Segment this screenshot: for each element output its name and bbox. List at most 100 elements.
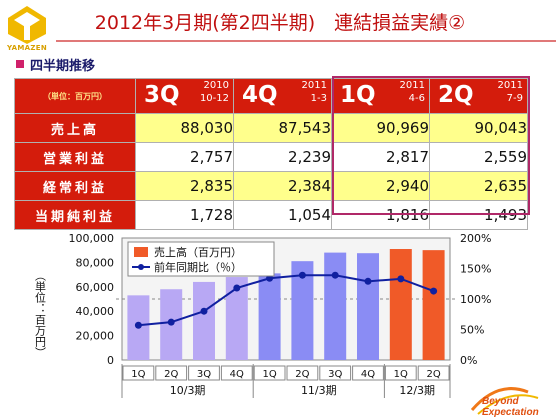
results-table: （単位：百万円） 3Q 2010 10-12 4Q 2011 1-3 1Q 20… [14, 78, 528, 230]
bar [291, 261, 314, 360]
category-box [188, 365, 220, 381]
beyond-expectation-logo-icon: Beyond Expectation [470, 387, 539, 418]
quarter-period: 10-12 [199, 93, 229, 104]
x-tick-label: 1Q [262, 369, 276, 380]
yoy-point [364, 277, 372, 285]
yoy-point [200, 307, 208, 315]
y-left-tick-label: 40,000 [76, 305, 115, 318]
row-label: 営業利益 [14, 142, 136, 172]
quarter-label: 4Q [242, 82, 278, 108]
table-cell: 2,239 [233, 142, 332, 172]
quarter-label: 1Q [340, 82, 376, 108]
row-label: 当期純利益 [14, 200, 136, 230]
quarter-year: 2011 [399, 80, 425, 91]
x-tick-label: 4Q [361, 369, 375, 380]
section-label: 四半期推移 [30, 59, 96, 74]
y-left-tick-label: 80,000 [76, 256, 115, 269]
yamazen-logo-icon [8, 6, 46, 44]
quarter-period: 7-9 [506, 93, 523, 104]
legend-label: 売上高（百万円） [154, 245, 242, 259]
yoy-point [430, 287, 438, 295]
x-tick-label: 1Q [394, 369, 408, 380]
column-header: 2Q 2011 7-9 [429, 78, 528, 114]
table-row-operating-profit: 営業利益 2,757 2,239 2,817 2,559 [14, 142, 528, 172]
table-cell: 1,816 [331, 200, 430, 230]
unit-label: （単位：百万円） [14, 78, 136, 114]
brand-line-1: Beyond [482, 396, 520, 407]
x-tick-label: 4Q [230, 369, 244, 380]
table-cell: 88,030 [135, 113, 234, 143]
yoy-point [298, 271, 306, 279]
row-label: 経常利益 [14, 171, 136, 201]
y-left-tick-label: 60,000 [76, 281, 115, 294]
x-group-label: 10/3期 [170, 384, 206, 397]
table-cell: 2,757 [135, 142, 234, 172]
y-right-tick-label: 200% [460, 232, 491, 245]
table-cell: 2,835 [135, 171, 234, 201]
x-group-label: 11/3期 [301, 384, 337, 397]
table-cell: 90,969 [331, 113, 430, 143]
category-box [155, 365, 188, 381]
table-cell: 87,543 [233, 113, 332, 143]
category-box [122, 365, 155, 381]
yoy-point [233, 284, 241, 292]
table-cell: 1,728 [135, 200, 234, 230]
category-box [286, 365, 319, 381]
bar [225, 277, 248, 360]
y-right-tick-label: 50% [460, 324, 484, 337]
yoy-line [138, 274, 434, 327]
y-left-tick-label: 0 [107, 354, 114, 367]
table-cell: 2,817 [331, 142, 430, 172]
y-right-tick-label: 0% [460, 354, 477, 367]
y-right-tick-label: 100% [460, 293, 491, 306]
category-box [384, 365, 417, 381]
quarter-period: 4-6 [408, 93, 425, 104]
bar [389, 249, 412, 360]
x-tick-label: 3Q [197, 369, 211, 380]
quarter-year: 2011 [497, 80, 523, 91]
category-box [220, 365, 253, 381]
yoy-point [134, 321, 142, 329]
quarter-year: 2010 [203, 80, 229, 91]
quarter-period: 1-3 [310, 93, 327, 104]
table-cell: 2,940 [331, 171, 430, 201]
y-right-tick-label: 150% [460, 263, 491, 276]
page-title: 2012年3月期(第2四半期) 連結損益実績② [94, 12, 466, 34]
table-cell: 1,054 [233, 200, 332, 230]
section-bullet-icon [16, 60, 24, 68]
column-header: 4Q 2011 1-3 [233, 78, 332, 114]
quarter-year: 2011 [301, 80, 327, 91]
title-divider [56, 40, 556, 42]
bar [357, 253, 379, 360]
y-left-tick-label: 20,000 [76, 330, 115, 343]
yoy-point [266, 274, 274, 282]
table-cell: 2,559 [429, 142, 528, 172]
sales-chart: 100,000 80,000 60,000 40,000 20,000 0 200% 150%… [34, 232, 491, 398]
table-row-ordinary-profit: 経常利益 2,835 2,384 2,940 2,635 [14, 171, 528, 201]
yoy-point [331, 271, 339, 279]
x-tick-label: 3Q [328, 369, 342, 380]
x-tick-label: 2Q [295, 369, 309, 380]
y-left-tick-label: 100,000 [69, 232, 115, 245]
bar [258, 273, 281, 360]
x-tick-label: 2Q [426, 369, 440, 380]
table-header-row: （単位：百万円） 3Q 2010 10-12 4Q 2011 1-3 1Q 20… [14, 78, 528, 114]
quarter-label: 2Q [438, 82, 474, 108]
quarter-label: 3Q [144, 82, 180, 108]
table-row-net-income: 当期純利益 1,728 1,054 1,816 1,493 [14, 200, 528, 230]
bar [324, 252, 347, 360]
legend-line-marker [138, 264, 144, 270]
legend-label: 前年同期比（％） [154, 260, 242, 274]
yoy-point [167, 318, 175, 326]
bar [193, 281, 215, 360]
category-box [253, 365, 286, 381]
column-header: 3Q 2010 10-12 [135, 78, 234, 114]
column-header: 1Q 2011 4-6 [331, 78, 430, 114]
table-cell: 90,043 [429, 113, 528, 143]
y-axis-label: （単位：百万円） [34, 270, 47, 358]
yoy-point [397, 275, 405, 283]
category-box [417, 365, 450, 381]
bar [422, 250, 445, 360]
x-group-label: 12/3期 [399, 384, 435, 397]
